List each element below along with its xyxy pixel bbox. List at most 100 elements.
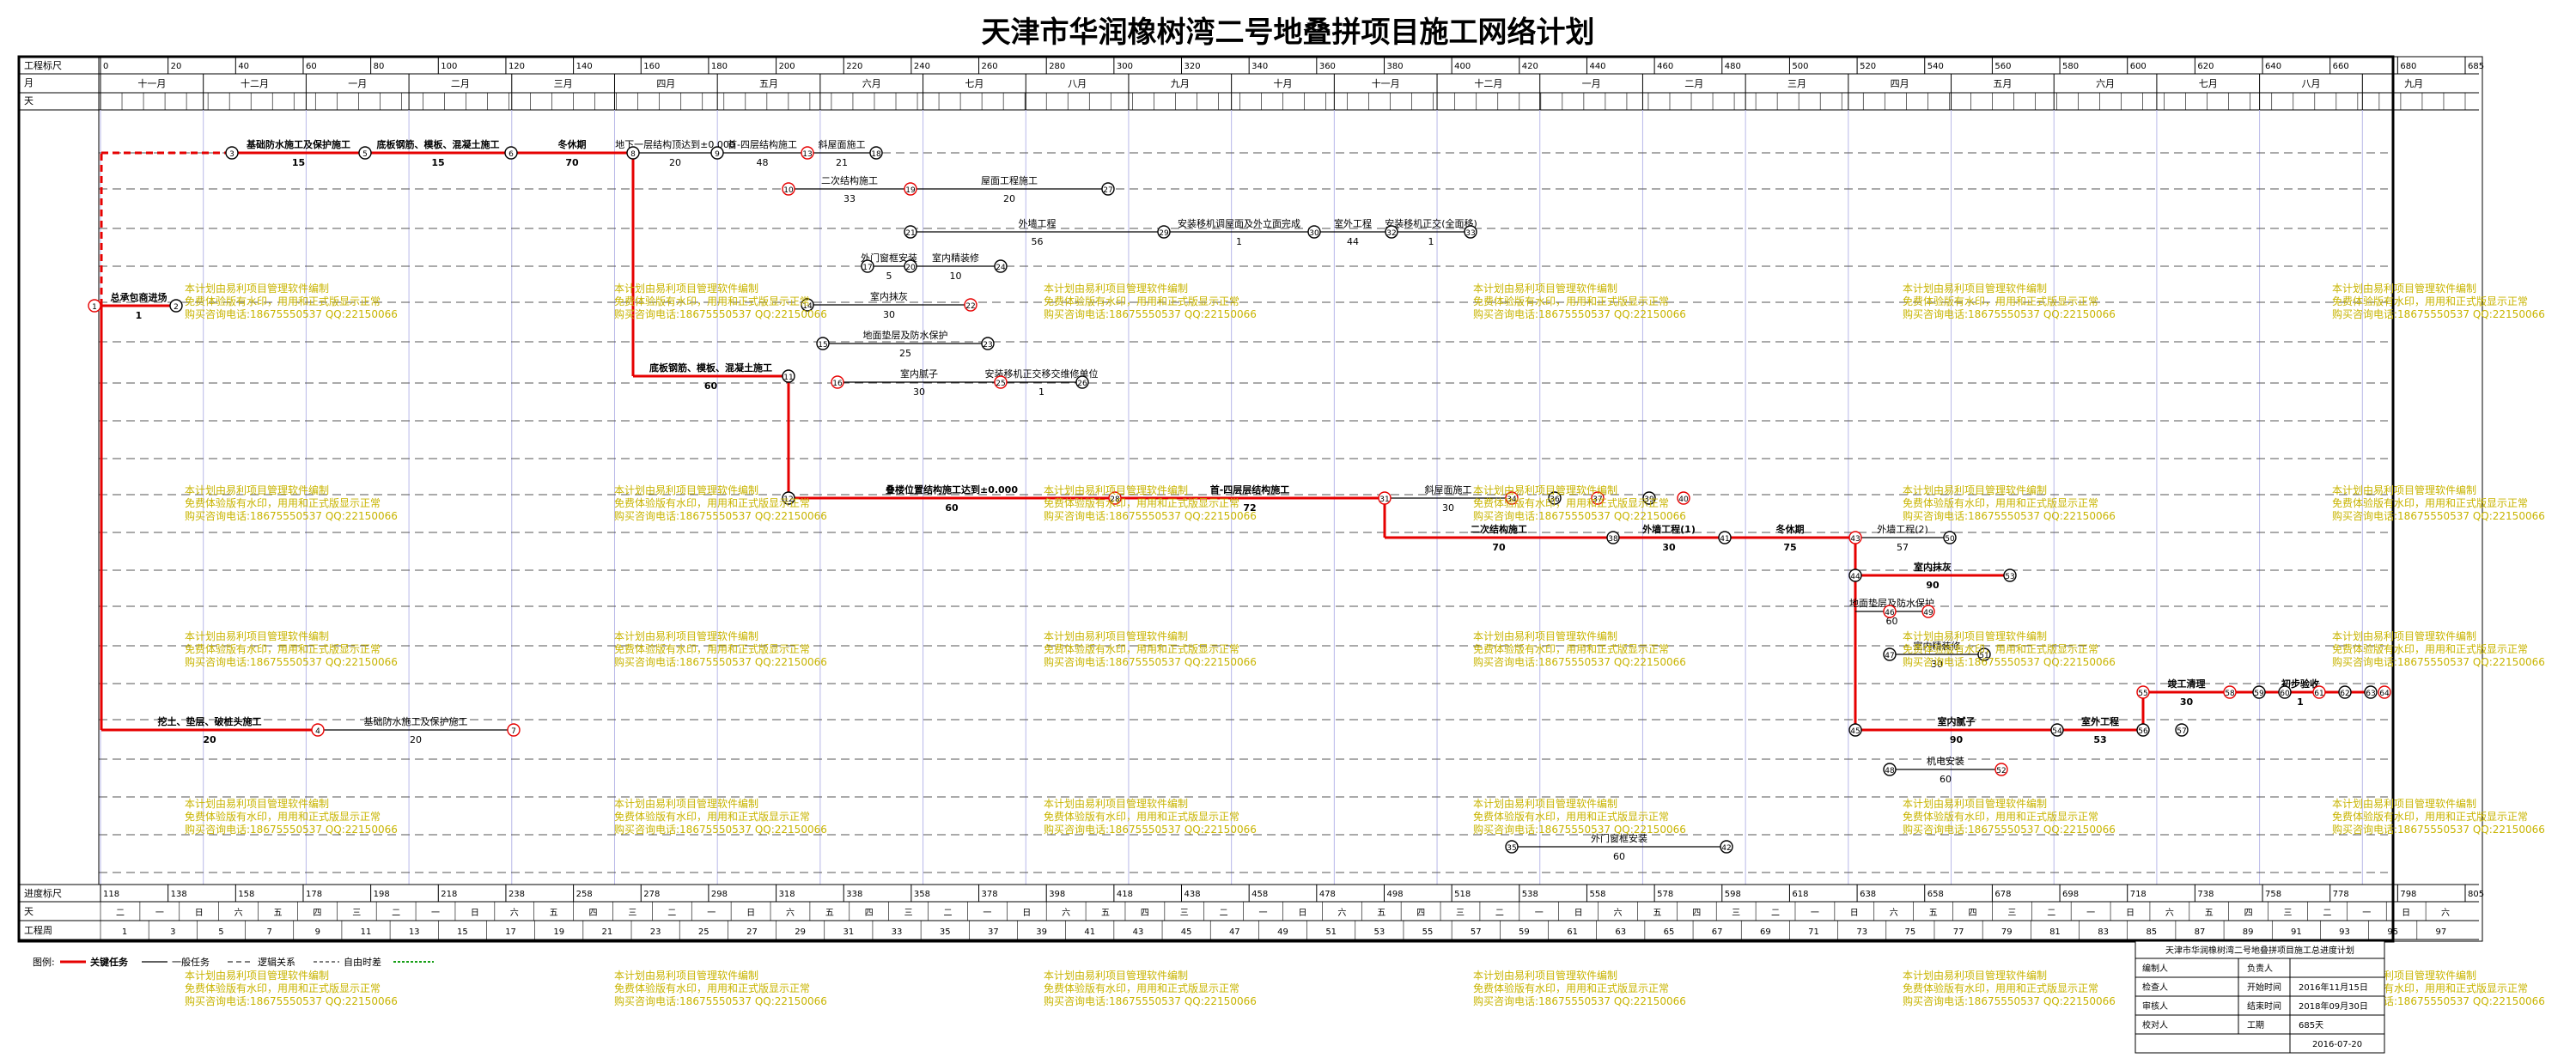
network-node xyxy=(2338,685,2352,699)
weekday-label: 日 xyxy=(1298,909,1306,918)
bottom-scale-label: 278 xyxy=(643,890,660,899)
watermark-line-3: 购买咨询电话:18675550537 QQ:22150066 xyxy=(1903,994,2116,1007)
network-node xyxy=(904,225,917,239)
month-label: 一月 xyxy=(348,78,367,89)
network-node xyxy=(1606,531,1620,544)
task-name-label: 室内抹灰 xyxy=(870,290,908,302)
node-number: 20 xyxy=(905,264,916,272)
top-scale-label: 140 xyxy=(576,62,593,71)
week-number-label: 81 xyxy=(2049,927,2061,937)
network-node xyxy=(1718,531,1732,544)
watermark-line-3: 购买咨询电话:18675550537 QQ:22150066 xyxy=(1044,307,1257,320)
task-duration-label: 15 xyxy=(431,157,444,168)
watermark-line-3: 购买咨询电话:18675550537 QQ:22150066 xyxy=(1044,655,1257,668)
watermark-line-2: 免费体验版有水印，用用和正式版显示正常 xyxy=(1903,496,2098,509)
bottom-scale-label: 398 xyxy=(1049,890,1065,899)
task-duration-label: 20 xyxy=(1003,193,1015,204)
weekday-label: 五 xyxy=(1101,909,1110,918)
network-node xyxy=(1464,225,1477,239)
task-name-label: 室内精装修 xyxy=(932,252,979,264)
bottom-scale-label: 198 xyxy=(374,890,390,899)
watermark-line-3: 购买咨询电话:18675550537 QQ:22150066 xyxy=(1903,823,2116,836)
bottom-scale-label: 638 xyxy=(1860,890,1876,899)
watermark-line-3: 购买咨询电话:18675550537 QQ:22150066 xyxy=(185,655,398,668)
network-node xyxy=(2136,685,2150,699)
weekday-label: 一 xyxy=(431,909,440,918)
network-node xyxy=(2278,685,2292,699)
top-scale-label: 440 xyxy=(1589,62,1605,71)
node-number: 43 xyxy=(1850,535,1860,544)
week-number-label: 9 xyxy=(315,927,320,937)
week-number-label: 29 xyxy=(795,927,806,937)
network-node xyxy=(1921,605,1935,618)
node-number: 54 xyxy=(2052,727,2062,736)
top-scale-label: 460 xyxy=(1657,62,1673,71)
network-node xyxy=(1720,840,1733,854)
node-number: 49 xyxy=(1923,609,1934,617)
weekday-label: 一 xyxy=(1811,909,1819,918)
network-node xyxy=(1108,491,1122,505)
node-number: 14 xyxy=(802,302,813,311)
weekday-label: 三 xyxy=(1456,909,1465,918)
legend-critical-label: 关键任务 xyxy=(90,956,129,968)
weekday-label: 六 xyxy=(234,908,243,918)
week-number-label: 59 xyxy=(1519,927,1530,937)
titleblock-key: 编制人 xyxy=(2142,963,2168,974)
watermark-line-3: 购买咨询电话:18675550537 QQ:22150066 xyxy=(2332,307,2545,320)
weekday-label: 四 xyxy=(1141,909,1149,918)
network-node xyxy=(2050,723,2064,737)
month-label: 二月 xyxy=(451,78,470,89)
bottom-scale-label: 138 xyxy=(171,890,187,899)
weekday-label: 五 xyxy=(2205,909,2214,918)
month-label: 九月 xyxy=(2404,78,2423,89)
watermark-line-3: 购买咨询电话:18675550537 QQ:22150066 xyxy=(1044,823,1257,836)
week-number-label: 27 xyxy=(746,927,758,937)
network-node xyxy=(981,337,995,350)
network-node xyxy=(1883,763,1897,776)
watermark-line-2: 免费体验版有水印，用用和正式版显示正常 xyxy=(185,496,381,509)
watermark-line-2: 免费体验版有水印，用用和正式版显示正常 xyxy=(2332,642,2528,655)
network-node xyxy=(225,146,239,160)
month-label: 八月 xyxy=(1068,78,1087,89)
top-scale-label: 320 xyxy=(1184,62,1201,71)
watermark-line-1: 本计划由易利项目管理软件编制 xyxy=(1044,969,1188,982)
top-scale-label: 540 xyxy=(1927,62,1944,71)
task-duration-label: 20 xyxy=(669,157,681,168)
weekday-label: 三 xyxy=(352,909,361,918)
watermark-line-3: 购买咨询电话:18675550537 QQ:22150066 xyxy=(2332,994,2545,1007)
top-scale-label: 160 xyxy=(643,62,660,71)
network-node xyxy=(831,375,844,389)
week-number-label: 5 xyxy=(218,927,223,937)
node-number: 58 xyxy=(2225,690,2235,698)
row-label-progress-scale: 进度标尺 xyxy=(24,887,62,899)
task-name-label: 冬休期 xyxy=(1776,523,1805,535)
weekday-label: 五 xyxy=(1377,909,1385,918)
month-label: 六月 xyxy=(2096,78,2115,89)
watermark-line-2: 免费体验版有水印，用用和正式版显示正常 xyxy=(1473,642,1669,655)
node-number: 3 xyxy=(229,150,234,159)
week-number-label: 93 xyxy=(2339,927,2350,937)
node-number: 52 xyxy=(1996,767,2006,775)
week-number-label: 11 xyxy=(361,927,372,937)
watermark-line-2: 免费体验版有水印，用用和正式版显示正常 xyxy=(185,982,381,994)
task-duration-label: 75 xyxy=(1783,542,1796,553)
node-number: 46 xyxy=(1885,609,1895,617)
week-number-label: 3 xyxy=(170,927,175,937)
legend-logic-label: 逻辑关系 xyxy=(258,956,295,968)
task-name-label: 安装移机正交移交维修单位 xyxy=(985,368,1099,380)
watermark-line-2: 免费体验版有水印，用用和正式版显示正常 xyxy=(614,496,810,509)
node-number: 32 xyxy=(1386,229,1396,238)
network-node xyxy=(1075,375,1089,389)
network-node xyxy=(2252,685,2266,699)
top-scale-label: 420 xyxy=(1522,62,1538,71)
legend-normal-label: 一般任务 xyxy=(172,957,210,968)
node-number: 21 xyxy=(905,229,915,238)
week-number-label: 65 xyxy=(1664,927,1675,937)
weekday-label: 六 xyxy=(2165,908,2174,918)
watermark-line-1: 本计划由易利项目管理软件编制 xyxy=(185,969,329,982)
node-number: 36 xyxy=(1550,496,1560,504)
watermark-line-3: 购买咨询电话:18675550537 QQ:22150066 xyxy=(185,307,398,320)
watermark-line-3: 购买咨询电话:18675550537 QQ:22150066 xyxy=(1903,509,2116,522)
task-name-label: 挖土、垫层、破桩头施工 xyxy=(158,715,262,727)
network-node xyxy=(1943,531,1957,544)
